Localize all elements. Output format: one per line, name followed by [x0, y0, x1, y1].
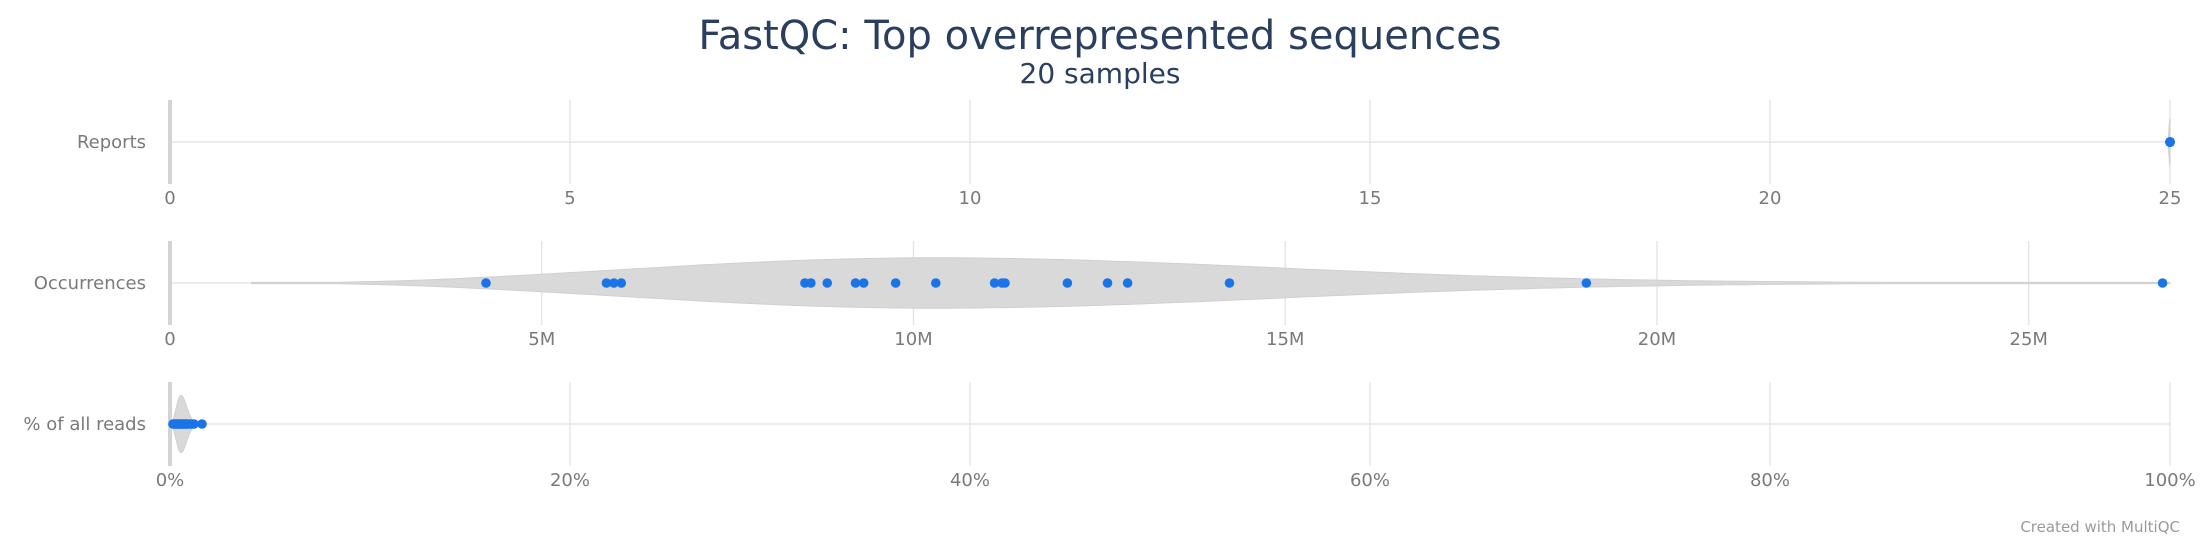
tick-label: 20M: [1638, 329, 1676, 350]
tick-label: 15M: [1266, 329, 1304, 350]
credit-text: Created with MultiQC: [2020, 518, 2180, 536]
data-point[interactable]: [2157, 278, 2168, 288]
tick-label: 0: [164, 188, 175, 209]
data-point[interactable]: [2165, 137, 2175, 147]
data-point[interactable]: [989, 278, 1000, 288]
tick-label: 0%: [156, 470, 185, 491]
violin-shape: [251, 257, 2171, 309]
data-point[interactable]: [822, 278, 833, 288]
data-point[interactable]: [930, 278, 941, 288]
data-point[interactable]: [858, 278, 869, 288]
data-point[interactable]: [1000, 278, 1010, 288]
tick-label: 0: [164, 329, 175, 350]
violin-row: % of all reads 0% 20% 40% 60% 80% 100%: [23, 382, 2196, 491]
data-point[interactable]: [806, 278, 816, 288]
row-label: Reports: [77, 132, 146, 153]
data-point[interactable]: [1062, 278, 1073, 288]
tick-label: 80%: [1750, 470, 1790, 491]
tick-label: 10: [959, 188, 982, 209]
data-point[interactable]: [1581, 278, 1592, 288]
data-point[interactable]: [1102, 278, 1113, 288]
tick-label: 10M: [894, 329, 932, 350]
data-point[interactable]: [609, 278, 619, 288]
tick-label: 100%: [2144, 470, 2195, 491]
tick-label: 5M: [528, 329, 555, 350]
tick-label: 25M: [2010, 329, 2048, 350]
chart-subtitle: 20 samples: [1020, 57, 1181, 90]
tick-label: 15: [1359, 188, 1382, 209]
data-point[interactable]: [601, 278, 612, 288]
tick-label: 60%: [1350, 470, 1390, 491]
data-point[interactable]: [189, 419, 199, 429]
violin-row: Reports 0 5 10 15 20 25: [77, 100, 2182, 209]
tick-label: 5: [564, 188, 575, 209]
data-point[interactable]: [481, 278, 491, 288]
row-label: Occurrences: [34, 273, 146, 294]
tick-label: 40%: [950, 470, 990, 491]
row-label: % of all reads: [23, 414, 146, 435]
data-point[interactable]: [616, 278, 627, 288]
tick-label: 20: [1759, 188, 1782, 209]
data-point[interactable]: [1224, 278, 1235, 288]
plot-area: Reports 0 5 10 15 20 25 Occurrences 0 5M 10M 15M 20M…: [23, 100, 2196, 491]
chart-title: FastQC: Top overrepresented sequences: [698, 13, 1501, 59]
data-point[interactable]: [850, 278, 861, 288]
tick-label: 20%: [550, 470, 590, 491]
data-point[interactable]: [197, 419, 207, 429]
tick-label: 25: [2159, 188, 2182, 209]
data-point[interactable]: [1122, 278, 1133, 288]
data-point[interactable]: [890, 278, 901, 288]
violin-row: Occurrences 0 5M 10M 15M 20M 25M: [34, 241, 2171, 350]
